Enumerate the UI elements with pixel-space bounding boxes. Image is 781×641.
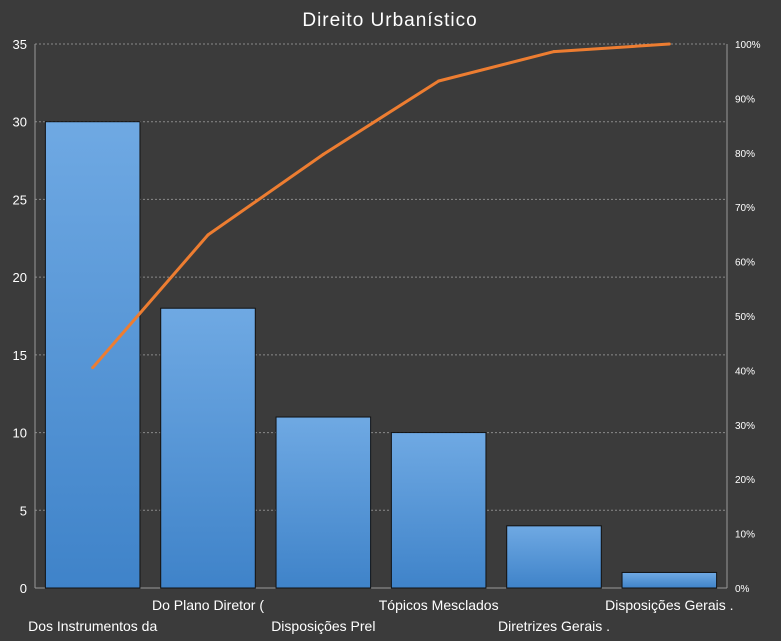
axes: 0 5 10 15 20 25 30 35 0% 10% 20% 30% 40% 50% 60% 70% 80%… [13,37,761,596]
category-labels: Dos Instrumentos da Do Plano Diretor ( Dis… [28,597,733,634]
y2-tick-label: 70% [735,203,755,214]
y-tick-label: 35 [13,37,27,52]
y-tick-label: 20 [13,270,27,285]
chart-title: Direito Urbanístico [302,10,477,31]
y2-tick-label: 100% [735,40,761,51]
x-tick-label: Tópicos Mesclados [379,597,499,613]
y-tick-label: 5 [20,503,27,518]
y2-tick-label: 90% [735,94,755,105]
y-tick-label: 30 [13,115,27,130]
line-point [321,152,325,156]
y2-tick-label: 80% [735,149,755,160]
bar [506,525,602,589]
line-point [91,366,95,370]
y-tick-label: 15 [13,348,27,363]
cumulative-line-series [91,42,671,370]
bar [44,121,141,589]
y2-tick-label: 50% [735,312,755,323]
line-point [667,42,671,46]
bar [621,571,718,589]
line-point [206,233,210,237]
bar [160,307,256,589]
y-tick-label: 10 [13,426,27,441]
y2-tick-label: 20% [735,475,755,486]
x-tick-label: Disposições Gerais . [605,597,733,613]
bar-series [44,121,718,589]
x-tick-label: Dos Instrumentos da [28,618,157,634]
gridlines [35,43,727,511]
bar [390,432,487,589]
line-point [552,50,556,54]
y2-tick-label: 30% [735,421,755,432]
x-tick-label: Diretrizes Gerais . [498,618,610,634]
x-tick-label: Disposições Prel [271,618,375,634]
y2-tick-label: 10% [735,530,755,541]
line-point [437,79,441,83]
x-tick-label: Do Plano Diretor ( [152,597,264,613]
y2-tick-label: 40% [735,366,755,377]
bar [275,416,372,589]
y2-tick-label: 0% [735,584,750,595]
y-tick-label: 0 [20,581,27,596]
y2-tick-label: 60% [735,258,755,269]
y-tick-label: 25 [13,192,27,207]
cumulative-line [91,42,670,369]
